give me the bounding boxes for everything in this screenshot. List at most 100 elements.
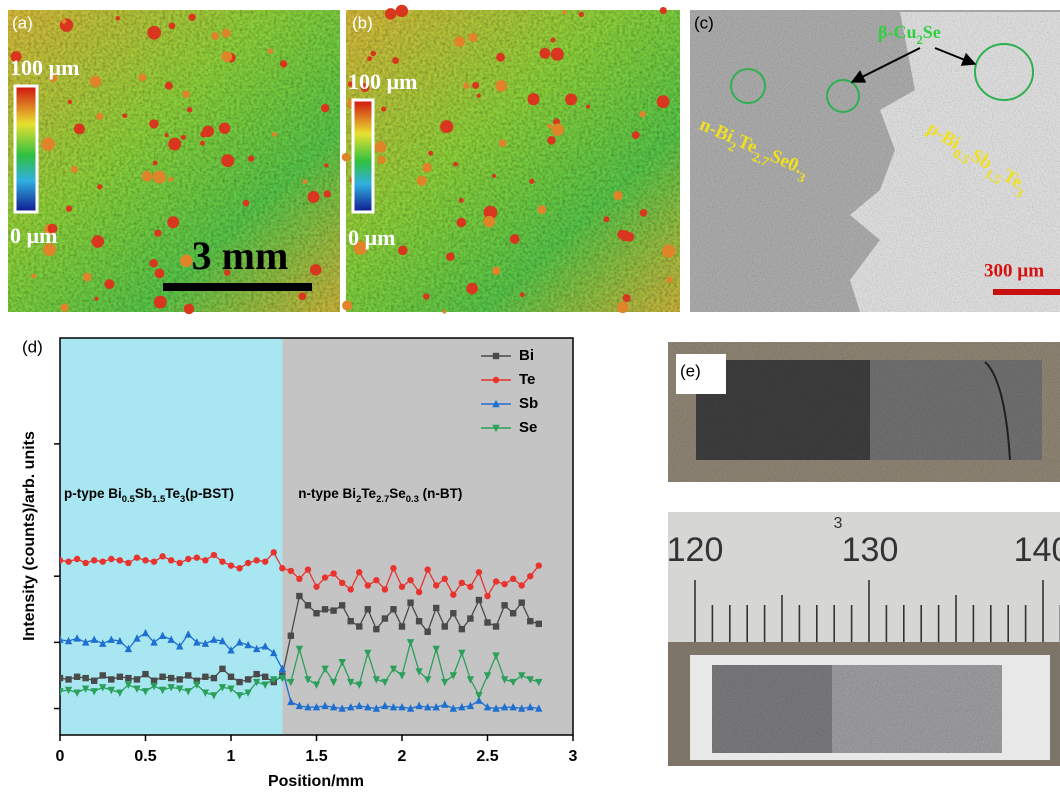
marker <box>65 558 71 564</box>
marker <box>100 672 106 678</box>
figure: (a) 100 µm 0 µm 3 mm (b) 100 µm 0 µm (c)… <box>0 0 1060 792</box>
marker <box>390 565 396 571</box>
marker <box>484 593 490 599</box>
spot <box>632 131 640 139</box>
spot <box>200 141 205 146</box>
spot <box>149 259 158 268</box>
marker <box>288 568 294 574</box>
spot <box>122 113 127 118</box>
spot <box>620 230 631 241</box>
spot <box>662 245 675 258</box>
marker <box>125 560 131 566</box>
y-axis-label: Intensity (counts)/arb. units <box>21 431 38 641</box>
marker <box>433 582 439 588</box>
text-part: 2.7 <box>376 494 389 505</box>
marker <box>536 621 542 627</box>
marker <box>228 562 234 568</box>
spot <box>551 48 564 61</box>
spot <box>453 162 458 167</box>
marker <box>142 671 148 677</box>
color-bar <box>353 100 373 212</box>
marker <box>356 569 362 575</box>
spot <box>184 304 194 314</box>
marker <box>519 582 525 588</box>
spot <box>71 166 78 173</box>
spot <box>154 229 161 236</box>
spot <box>381 107 386 112</box>
spot <box>520 292 525 297</box>
marker <box>399 623 405 629</box>
sample <box>712 665 832 753</box>
spot <box>604 216 610 222</box>
spot <box>499 139 507 147</box>
marker <box>424 566 430 572</box>
spot <box>180 255 192 267</box>
marker <box>57 557 63 563</box>
text-part: n-type Bi <box>298 486 356 501</box>
marker <box>245 560 251 566</box>
text-part: Se <box>389 486 406 501</box>
marker <box>296 593 302 599</box>
marker <box>159 553 165 559</box>
marker <box>57 675 63 681</box>
spot <box>221 51 232 62</box>
spot <box>95 297 99 301</box>
spot <box>510 234 520 244</box>
scale-min: 0 µm <box>10 223 58 248</box>
spot <box>527 93 539 105</box>
panel-label: (b) <box>352 13 373 32</box>
marker <box>108 676 114 682</box>
panel-label: (c) <box>694 13 714 32</box>
spot <box>83 273 92 282</box>
spot <box>617 302 629 314</box>
spot <box>147 26 161 40</box>
marker <box>459 626 465 632</box>
marker <box>185 672 191 678</box>
spot <box>165 82 173 90</box>
spot <box>167 216 179 228</box>
spot <box>142 171 153 182</box>
marker <box>313 610 319 616</box>
spot <box>91 235 104 248</box>
marker <box>365 606 371 612</box>
spot <box>280 60 287 67</box>
marker <box>424 629 430 635</box>
spot <box>308 191 320 203</box>
marker <box>168 557 174 563</box>
spot <box>442 310 446 314</box>
spot <box>378 156 386 164</box>
marker <box>142 557 148 563</box>
marker <box>365 582 371 588</box>
spot <box>551 123 563 135</box>
spot <box>268 48 274 54</box>
text-part: 0.3 <box>406 494 419 505</box>
marker <box>527 573 533 579</box>
marker <box>202 674 208 680</box>
text-part: β-Cu <box>878 22 917 42</box>
marker <box>382 586 388 592</box>
marker <box>407 577 413 583</box>
spot <box>169 22 176 29</box>
legend-label: Bi <box>519 347 534 364</box>
marker <box>202 557 208 563</box>
marker <box>74 674 80 680</box>
spot <box>666 277 672 283</box>
spot <box>463 82 469 88</box>
marker <box>211 675 217 681</box>
spot <box>66 205 72 211</box>
marker <box>177 560 183 566</box>
spot <box>248 155 254 161</box>
marker <box>65 676 71 682</box>
marker <box>151 558 157 564</box>
spot <box>466 283 478 295</box>
marker <box>493 377 499 383</box>
marker <box>416 618 422 624</box>
spot <box>547 136 556 145</box>
legend-label: Te <box>519 371 535 388</box>
marker <box>322 574 328 580</box>
spot <box>537 205 546 214</box>
spot <box>562 10 566 14</box>
marker <box>177 676 183 682</box>
legend-label: Se <box>519 419 537 436</box>
spot <box>551 38 556 43</box>
